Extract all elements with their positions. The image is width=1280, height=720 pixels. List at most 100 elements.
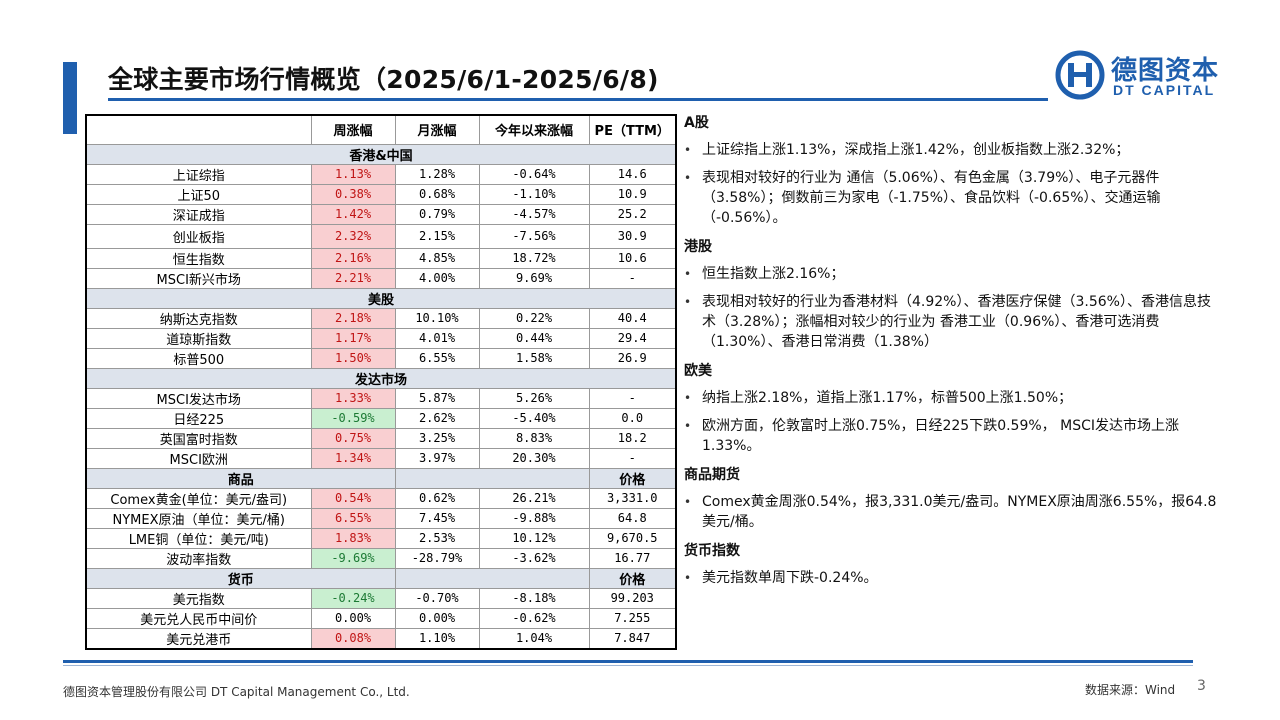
ytd-change: -1.10%	[478, 183, 589, 204]
monthly-change: 3.25%	[394, 427, 479, 448]
column-header: 月涨幅	[394, 116, 479, 144]
section-spacer	[394, 567, 589, 588]
ytd-change: 1.58%	[478, 347, 589, 368]
table-row: 上证50 0.38% 0.68% -1.10% 10.9	[87, 183, 675, 204]
footer-divider	[63, 660, 1193, 663]
table-row: LME铜（单位：美元/吨) 1.83% 2.53% 10.12% 9,670.5	[87, 527, 675, 548]
pe-or-price: -	[588, 387, 675, 408]
monthly-change: 4.00%	[394, 267, 479, 288]
pe-or-price: 7.255	[588, 607, 675, 628]
weekly-change: 1.17%	[310, 327, 395, 348]
ytd-change: 9.69%	[478, 267, 589, 288]
section-title: 商品	[87, 467, 395, 488]
weekly-change: 1.83%	[310, 527, 395, 548]
monthly-change: 4.85%	[394, 247, 479, 268]
weekly-change: 1.33%	[310, 387, 395, 408]
pe-or-price: 64.8	[588, 507, 675, 528]
table-row: MSCI欧洲 1.34% 3.97% 20.30% -	[87, 447, 675, 468]
weekly-change: 0.54%	[310, 487, 395, 508]
pe-or-price: 10.6	[588, 247, 675, 268]
ytd-change: -4.57%	[478, 203, 589, 224]
commentary-heading: 货币指数	[684, 543, 740, 559]
table-row: 标普500 1.50% 6.55% 1.58% 26.9	[87, 347, 675, 368]
monthly-change: 10.10%	[394, 307, 479, 328]
section-title: 货币	[87, 567, 395, 588]
commentary-heading: A股	[684, 115, 709, 131]
weekly-change: 6.55%	[310, 507, 395, 528]
index-name: MSCI欧洲	[87, 447, 311, 468]
commentary-bullet: 欧洲方面，伦敦富时上涨0.75%，日经225下跌0.59%， MSCI发达市场上…	[684, 416, 1224, 456]
weekly-change: 2.18%	[310, 307, 395, 328]
section-title: 美股	[87, 287, 675, 308]
monthly-change: 1.10%	[394, 627, 479, 648]
section-spacer	[394, 467, 589, 488]
section-row: 美股	[87, 287, 675, 308]
commentary-bullet: 上证综指上涨1.13%，深成指上涨1.42%，创业板指数上涨2.32%；	[684, 140, 1224, 160]
weekly-change: -9.69%	[310, 547, 395, 568]
monthly-change: 2.15%	[394, 223, 479, 248]
weekly-change: 2.16%	[310, 247, 395, 268]
section-title: 发达市场	[87, 367, 675, 388]
logo-english-name: DT CAPITAL	[1113, 82, 1216, 98]
monthly-change: 0.79%	[394, 203, 479, 224]
weekly-change: 0.75%	[310, 427, 395, 448]
table-row: 深证成指 1.42% 0.79% -4.57% 25.2	[87, 203, 675, 224]
table-row: Comex黄金(单位：美元/盎司) 0.54% 0.62% 26.21% 3,331.0	[87, 487, 675, 508]
commentary-heading: 港股	[684, 239, 712, 255]
index-name: 道琼斯指数	[87, 327, 311, 348]
table-row: 恒生指数 2.16% 4.85% 18.72% 10.6	[87, 247, 675, 268]
monthly-change: 5.87%	[394, 387, 479, 408]
section-title: 香港&中国	[87, 143, 675, 164]
monthly-change: 4.01%	[394, 327, 479, 348]
price-column-title: 价格	[588, 567, 675, 588]
ytd-change: -9.88%	[478, 507, 589, 528]
ytd-change: 0.44%	[478, 327, 589, 348]
table-row: 道琼斯指数 1.17% 4.01% 0.44% 29.4	[87, 327, 675, 348]
table-row: 波动率指数 -9.69% -28.79% -3.62% 16.77	[87, 547, 675, 568]
index-name: 创业板指	[87, 223, 311, 248]
section-row: 商品 价格	[87, 467, 675, 488]
pe-or-price: 99.203	[588, 587, 675, 608]
section-row: 货币 价格	[87, 567, 675, 588]
weekly-change: 1.50%	[310, 347, 395, 368]
ytd-change: 8.83%	[478, 427, 589, 448]
column-header: 今年以来涨幅	[478, 116, 589, 144]
pe-or-price: 16.77	[588, 547, 675, 568]
commentary-bullet: Comex黄金周涨0.54%，报3,331.0美元/盎司。NYMEX原油周涨6.…	[684, 492, 1224, 532]
weekly-change: 2.32%	[310, 223, 395, 248]
ytd-change: 20.30%	[478, 447, 589, 468]
pe-or-price: 9,670.5	[588, 527, 675, 548]
pe-or-price: 14.6	[588, 163, 675, 184]
table-row: 纳斯达克指数 2.18% 10.10% 0.22% 40.4	[87, 307, 675, 328]
table-row: 日经225 -0.59% 2.62% -5.40% 0.0	[87, 407, 675, 428]
pe-or-price: 18.2	[588, 427, 675, 448]
table-row: 上证综指 1.13% 1.28% -0.64% 14.6	[87, 163, 675, 184]
weekly-change: 0.08%	[310, 627, 395, 648]
index-name: 上证50	[87, 183, 311, 204]
market-overview-table: 周涨幅 月涨幅 今年以来涨幅 PE（TTM） 香港&中国 上证综指 1.13% 1.28% -…	[85, 114, 677, 650]
weekly-change: 0.38%	[310, 183, 395, 204]
ytd-change: 1.04%	[478, 627, 589, 648]
pe-or-price: -	[588, 447, 675, 468]
index-name: MSCI发达市场	[87, 387, 311, 408]
pe-or-price: 3,331.0	[588, 487, 675, 508]
index-name: 深证成指	[87, 203, 311, 224]
index-name: 美元兑港币	[87, 627, 311, 648]
index-name: MSCI新兴市场	[87, 267, 311, 288]
index-name: 纳斯达克指数	[87, 307, 311, 328]
pe-or-price: 0.0	[588, 407, 675, 428]
weekly-change: 1.42%	[310, 203, 395, 224]
index-name: 日经225	[87, 407, 311, 428]
table-row: 美元兑港币 0.08% 1.10% 1.04% 7.847	[87, 627, 675, 648]
commentary-bullet: 表现相对较好的行业为 通信（5.06%）、有色金属（3.79%）、电子元器件（3…	[684, 168, 1224, 228]
commentary-heading: 商品期货	[684, 467, 740, 483]
table-row: 美元兑人民币中间价 0.00% 0.00% -0.62% 7.255	[87, 607, 675, 628]
index-name: 标普500	[87, 347, 311, 368]
ytd-change: -7.56%	[478, 223, 589, 248]
index-name: 恒生指数	[87, 247, 311, 268]
pe-or-price: 40.4	[588, 307, 675, 328]
ytd-change: -5.40%	[478, 407, 589, 428]
ytd-change: 18.72%	[478, 247, 589, 268]
commentary-bullet: 美元指数单周下跌-0.24%。	[684, 568, 1224, 588]
pe-or-price: 29.4	[588, 327, 675, 348]
